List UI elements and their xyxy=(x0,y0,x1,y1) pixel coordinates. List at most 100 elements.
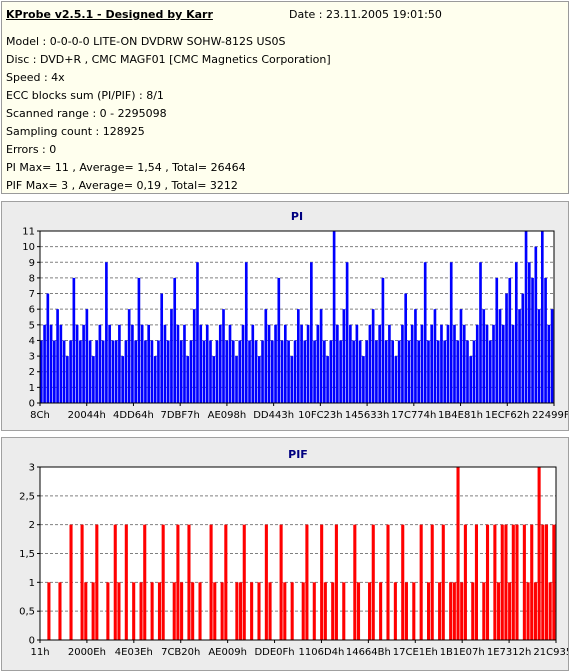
pi-bar xyxy=(339,340,342,403)
pi-y-tick-label: 5 xyxy=(29,320,35,331)
pif-bar xyxy=(356,582,361,640)
pif-bar xyxy=(283,582,287,640)
pif-bar xyxy=(427,582,431,640)
pi-bar xyxy=(544,277,547,403)
pif-bar xyxy=(235,582,239,640)
pi-bar xyxy=(352,340,355,403)
pi-bar xyxy=(173,277,177,403)
pif-bar xyxy=(342,582,346,640)
pif-bar xyxy=(106,582,110,640)
pi-bar xyxy=(280,340,284,403)
pi-bar xyxy=(79,340,82,403)
pi-bar xyxy=(342,309,346,403)
pif-x-tick-label: 21C935h xyxy=(533,647,568,658)
pif-bar xyxy=(157,582,162,640)
pif-bar xyxy=(132,582,136,640)
pi-bar xyxy=(134,340,137,403)
scan-date: Date : 23.11.2005 19:01:50 xyxy=(289,8,442,21)
pi-x-tick-label: DD443h xyxy=(253,410,294,421)
pi-bar xyxy=(414,309,417,403)
pi-bar xyxy=(176,324,180,403)
pi-bar xyxy=(391,340,394,403)
pif-bar xyxy=(419,524,423,640)
pi-bar xyxy=(186,356,190,403)
pif-y-tick-label: 1,5 xyxy=(19,549,35,560)
pi-bar xyxy=(310,262,313,403)
pif-bar xyxy=(541,524,545,640)
pi-bar xyxy=(397,340,401,403)
pi-bar xyxy=(349,324,352,403)
pi-bar xyxy=(420,324,424,403)
pi-bar xyxy=(196,262,199,403)
pi-bar xyxy=(111,340,115,403)
pif-bar xyxy=(161,524,165,640)
pif-bar xyxy=(522,524,526,640)
pi-bar xyxy=(475,324,479,403)
pi-bar xyxy=(501,324,505,403)
pi-bar xyxy=(183,324,186,403)
pi-bar xyxy=(436,340,440,403)
pi-bar xyxy=(508,277,512,403)
pi-bar xyxy=(514,262,518,403)
pi-bar xyxy=(153,356,157,403)
pif-bar xyxy=(463,524,467,640)
pi-bar xyxy=(371,309,375,403)
pi-bar xyxy=(46,293,50,403)
pi-bar xyxy=(345,262,349,403)
pi-bar xyxy=(388,324,391,403)
pi-bar xyxy=(254,340,258,403)
pif-bar xyxy=(386,524,390,640)
pif-bar xyxy=(430,524,434,640)
pif-bar xyxy=(493,524,497,640)
pi-bar xyxy=(101,340,105,403)
pif-y-tick-label: 3 xyxy=(29,463,35,474)
pif-bar xyxy=(552,524,556,640)
pi-bar xyxy=(248,340,251,403)
pi-bar xyxy=(332,231,336,403)
pi-bar xyxy=(124,340,128,403)
pif-bar xyxy=(290,582,294,640)
pif-bar xyxy=(438,582,442,640)
pi-bar xyxy=(410,324,414,403)
pif-bar xyxy=(449,582,453,640)
pi-bar xyxy=(163,324,167,403)
pif-x-tick-label: 17CE1Eh xyxy=(393,647,438,658)
pi-y-tick-label: 11 xyxy=(22,227,35,238)
pi-bar xyxy=(537,309,541,403)
pi-bar xyxy=(358,340,362,403)
pi-x-tick-label: 7DBF7h xyxy=(160,410,199,421)
pi-bar xyxy=(66,356,69,403)
pif-bar xyxy=(456,467,460,640)
pif-bar xyxy=(180,582,184,640)
pi-bar xyxy=(306,324,310,403)
pif-bar xyxy=(515,524,519,640)
pi-bar xyxy=(498,309,502,403)
pi-y-tick-label: 3 xyxy=(29,352,35,363)
pif-bar xyxy=(58,582,62,640)
pif-bar xyxy=(511,524,515,640)
pi-bar xyxy=(264,309,268,403)
pif-bar xyxy=(371,524,375,640)
pif-bar xyxy=(404,582,408,640)
pi-bar xyxy=(482,309,486,403)
pi-bar xyxy=(368,324,372,403)
pif-bar xyxy=(323,582,327,640)
pi-bar xyxy=(277,277,281,403)
pif-bar xyxy=(242,524,246,640)
pi-bar xyxy=(521,293,525,403)
pif-bar xyxy=(176,524,180,640)
pi-chart: PI 0 1 2 3 4 5 6 7 8 9 10 11 8Ch 20044h 4DD64h 7DBF7h AE0… xyxy=(22,210,568,421)
pi-bar xyxy=(423,262,427,403)
pi-bar xyxy=(121,356,124,403)
pi-bar xyxy=(319,309,323,403)
pif-bar xyxy=(305,524,309,640)
pif-bar xyxy=(331,582,335,640)
pi-bar xyxy=(59,324,63,403)
pif-bar xyxy=(69,524,73,640)
pi-bar xyxy=(443,340,447,403)
pi-y-tick-label: 0 xyxy=(29,399,35,410)
pif-bar xyxy=(172,582,176,640)
pif-bar xyxy=(191,582,195,640)
pi-bar xyxy=(225,340,229,403)
pi-bar xyxy=(62,340,66,403)
